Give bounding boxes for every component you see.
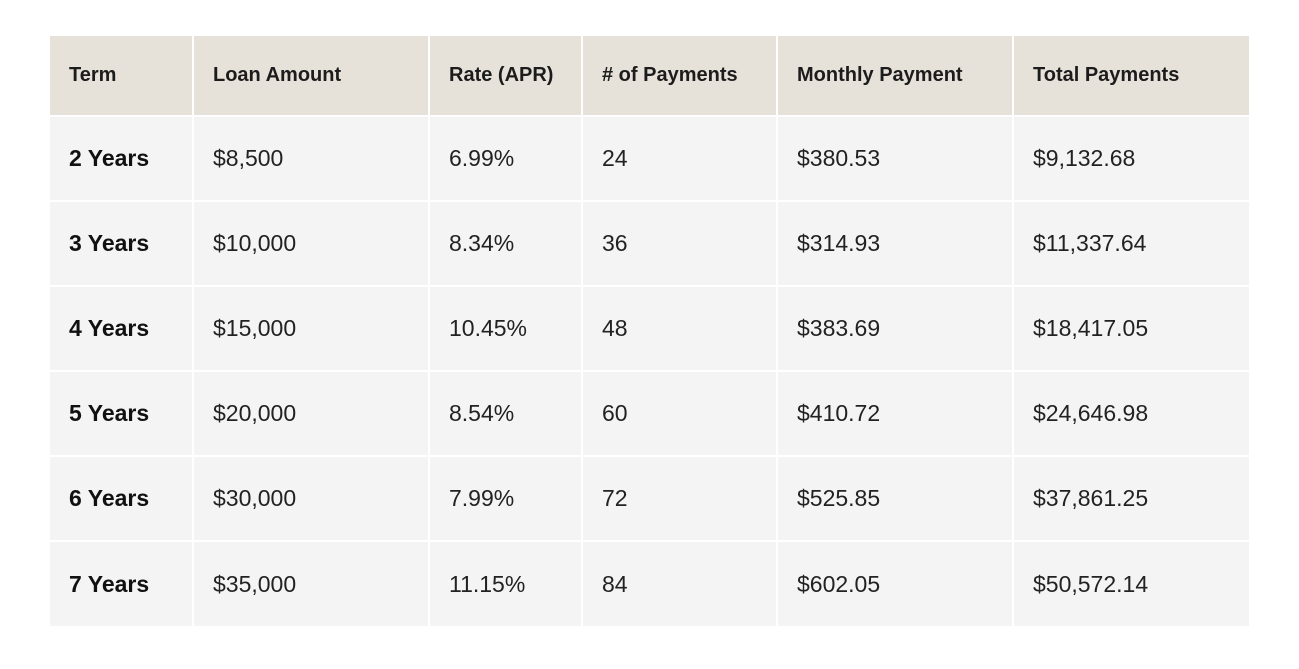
cell-payments: 48 xyxy=(581,285,777,371)
header-monthly-payment: Monthly Payment xyxy=(776,36,1013,116)
cell-payments: 24 xyxy=(581,115,777,201)
cell-total-payments: $9,132.68 xyxy=(1012,115,1249,201)
cell-total-payments: $37,861.25 xyxy=(1012,455,1249,541)
cell-total-payments: $18,417.05 xyxy=(1012,285,1249,371)
cell-total-payments: $11,337.64 xyxy=(1012,200,1249,286)
table-row: 4 Years $15,000 10.45% 48 $383.69 $18,41… xyxy=(50,285,1249,371)
cell-payments: 60 xyxy=(581,370,777,456)
cell-term: 3 Years xyxy=(50,200,193,286)
cell-rate: 10.45% xyxy=(428,285,582,371)
table-body: 2 Years $8,500 6.99% 24 $380.53 $9,132.6… xyxy=(50,115,1249,626)
header-row: Term Loan Amount Rate (APR) # of Payment… xyxy=(50,36,1249,116)
cell-total-payments: $50,572.14 xyxy=(1012,540,1249,626)
cell-monthly-payment: $314.93 xyxy=(776,200,1013,286)
cell-monthly-payment: $602.05 xyxy=(776,540,1013,626)
header-rate-apr: Rate (APR) xyxy=(428,36,582,116)
cell-term: 7 Years xyxy=(50,540,193,626)
cell-payments: 84 xyxy=(581,540,777,626)
cell-rate: 11.15% xyxy=(428,540,582,626)
cell-total-payments: $24,646.98 xyxy=(1012,370,1249,456)
cell-loan-amount: $30,000 xyxy=(192,455,429,541)
cell-term: 2 Years xyxy=(50,115,193,201)
header-term: Term xyxy=(50,36,193,116)
cell-term: 6 Years xyxy=(50,455,193,541)
cell-monthly-payment: $410.72 xyxy=(776,370,1013,456)
header-loan-amount: Loan Amount xyxy=(192,36,429,116)
cell-loan-amount: $8,500 xyxy=(192,115,429,201)
cell-loan-amount: $10,000 xyxy=(192,200,429,286)
cell-monthly-payment: $525.85 xyxy=(776,455,1013,541)
cell-term: 4 Years xyxy=(50,285,193,371)
cell-loan-amount: $35,000 xyxy=(192,540,429,626)
table-row: 3 Years $10,000 8.34% 36 $314.93 $11,337… xyxy=(50,200,1249,286)
cell-loan-amount: $15,000 xyxy=(192,285,429,371)
header-number-of-payments: # of Payments xyxy=(581,36,777,116)
loan-terms-table: Term Loan Amount Rate (APR) # of Payment… xyxy=(50,36,1249,626)
table-header: Term Loan Amount Rate (APR) # of Payment… xyxy=(50,36,1249,116)
cell-rate: 6.99% xyxy=(428,115,582,201)
table-row: 6 Years $30,000 7.99% 72 $525.85 $37,861… xyxy=(50,455,1249,541)
cell-monthly-payment: $383.69 xyxy=(776,285,1013,371)
table-row: 2 Years $8,500 6.99% 24 $380.53 $9,132.6… xyxy=(50,115,1249,201)
cell-payments: 36 xyxy=(581,200,777,286)
cell-rate: 7.99% xyxy=(428,455,582,541)
cell-rate: 8.34% xyxy=(428,200,582,286)
table-row: 5 Years $20,000 8.54% 60 $410.72 $24,646… xyxy=(50,370,1249,456)
header-total-payments: Total Payments xyxy=(1012,36,1249,116)
table-row: 7 Years $35,000 11.15% 84 $602.05 $50,57… xyxy=(50,540,1249,626)
loan-table-container: Term Loan Amount Rate (APR) # of Payment… xyxy=(50,36,1249,626)
cell-term: 5 Years xyxy=(50,370,193,456)
cell-monthly-payment: $380.53 xyxy=(776,115,1013,201)
cell-payments: 72 xyxy=(581,455,777,541)
cell-loan-amount: $20,000 xyxy=(192,370,429,456)
cell-rate: 8.54% xyxy=(428,370,582,456)
